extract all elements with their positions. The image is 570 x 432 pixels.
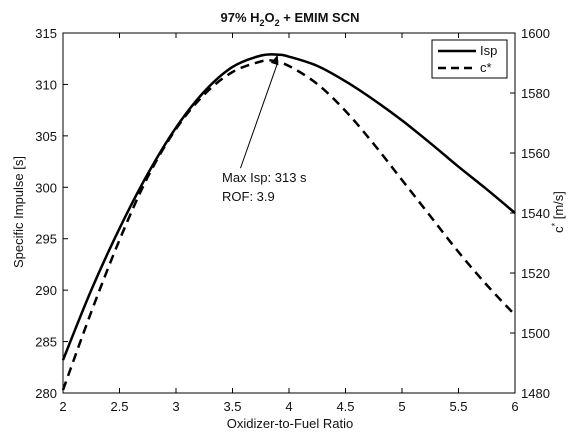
x-tick-label: 4 <box>285 399 292 414</box>
annotation-arrow-head <box>270 54 279 66</box>
legend-label-isp: Isp <box>480 43 497 58</box>
max-isp-annotation: Max Isp: 313 s ROF: 3.9 <box>222 54 307 204</box>
x-tick-label: 3 <box>172 399 179 414</box>
y-right-tick-label: 1600 <box>521 26 550 41</box>
y-left-tick-label: 290 <box>35 283 57 298</box>
y-left-tick-label: 300 <box>35 180 57 195</box>
x-tick-label: 5 <box>398 399 405 414</box>
series-line-isp <box>61 53 516 361</box>
y-left-axis-label: Specific Impulse [s] <box>11 156 26 268</box>
y-right-tick-label: 1480 <box>521 386 550 401</box>
legend-label-cstar: c* <box>480 60 492 75</box>
y-right-tick-label: 1560 <box>521 146 550 161</box>
annotation-max-isp: Max Isp: 313 s <box>222 170 307 185</box>
x-tick-label: 2.5 <box>110 399 128 414</box>
y-right-tick-label: 1580 <box>521 86 550 101</box>
y-right-tick-label: 1520 <box>521 266 550 281</box>
x-tick-label: 6 <box>511 399 518 414</box>
y-left-tick-label: 285 <box>35 335 57 350</box>
series-lines <box>61 53 516 391</box>
x-axis-ticks: 2 2.5 3 3.5 4 4.5 5 5.5 6 <box>59 33 519 414</box>
series-line-cstar <box>61 58 516 391</box>
y-right-tick-label: 1500 <box>521 326 550 341</box>
x-tick-label: 2 <box>59 399 66 414</box>
annotation-arrow-line <box>240 62 279 169</box>
y-right-tick-label: 1540 <box>521 206 550 221</box>
x-tick-label: 4.5 <box>336 399 354 414</box>
plot-area <box>62 32 516 394</box>
legend: Isp c* <box>431 39 508 79</box>
y-left-tick-label: 295 <box>35 232 57 247</box>
y-left-tick-label: 280 <box>35 386 57 401</box>
annotation-rof: ROF: 3.9 <box>222 189 275 204</box>
chart-title: 97% H2O2 + EMIM SCN <box>220 10 359 28</box>
y-left-axis-ticks: 280 285 290 295 300 305 310 315 <box>35 26 68 401</box>
x-axis-label: Oxidizer-to-Fuel Ratio <box>227 416 353 431</box>
y-left-tick-label: 315 <box>35 26 57 41</box>
y-right-axis-label: c* [m/s] <box>550 191 566 233</box>
y-left-tick-label: 305 <box>35 129 57 144</box>
x-tick-label: 5.5 <box>449 399 467 414</box>
legend-box <box>431 39 508 79</box>
x-tick-label: 3.5 <box>223 399 241 414</box>
y-right-axis-ticks: 1480 1500 1520 1540 1560 1580 1600 <box>510 26 550 401</box>
y-left-tick-label: 310 <box>35 77 57 92</box>
